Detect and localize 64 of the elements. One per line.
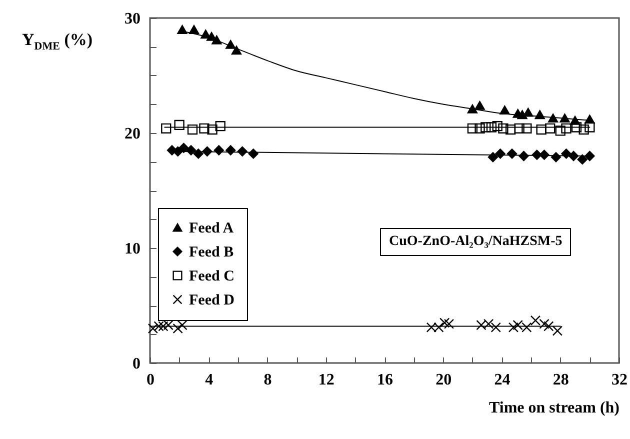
point <box>488 152 498 162</box>
point <box>571 122 582 132</box>
point <box>584 150 595 162</box>
point <box>161 123 172 134</box>
point <box>188 25 200 34</box>
point <box>578 124 589 135</box>
point <box>178 142 189 154</box>
point <box>492 121 502 132</box>
point <box>490 322 501 332</box>
point <box>212 35 222 44</box>
y-tick-label: 10 <box>124 240 140 258</box>
point <box>518 150 529 162</box>
point <box>215 121 226 132</box>
point <box>174 120 184 130</box>
legend-label: Feed B <box>189 244 234 260</box>
legend-label: Feed D <box>189 292 235 308</box>
y-tick-label: 20 <box>124 126 140 142</box>
point <box>444 318 454 329</box>
point <box>522 123 532 134</box>
point <box>555 126 566 136</box>
point <box>207 124 218 135</box>
point <box>508 322 519 332</box>
x-tick-label: 28 <box>552 372 569 388</box>
point <box>577 154 588 165</box>
point <box>467 104 478 114</box>
legend-label: Feed A <box>189 220 234 236</box>
point <box>231 46 242 55</box>
point <box>498 123 508 134</box>
x-tick-label: 8 <box>264 372 272 388</box>
x-tick-label: 12 <box>318 372 334 388</box>
x-tick-label: 4 <box>205 372 214 388</box>
x-tick-label: 0 <box>146 372 154 388</box>
annotation: CuO-ZnO-Al₂O₃/NaHZSM-5 <box>380 228 572 256</box>
x-axis-title: Time on stream (h) <box>488 400 620 416</box>
point <box>505 124 516 135</box>
x-tick-label: 16 <box>377 372 393 388</box>
point <box>545 123 556 134</box>
point <box>536 124 546 135</box>
point <box>560 114 570 123</box>
point <box>187 124 198 135</box>
point <box>486 122 497 132</box>
x-tick-label: 32 <box>612 372 628 388</box>
point <box>199 123 210 134</box>
point <box>506 148 518 159</box>
point <box>467 123 478 134</box>
point <box>530 315 541 326</box>
x-tick-label: 24 <box>494 372 510 388</box>
point <box>480 122 491 132</box>
point <box>523 108 534 117</box>
point <box>474 100 485 110</box>
x-tick-label: 20 <box>436 372 452 388</box>
point <box>474 123 485 134</box>
point <box>440 318 450 328</box>
point <box>514 123 524 134</box>
y-tick-label: 0 <box>132 356 140 372</box>
point <box>561 123 572 134</box>
point <box>548 114 558 123</box>
point <box>186 145 196 156</box>
legend-label: Feed C <box>189 268 234 284</box>
point <box>544 321 554 332</box>
point <box>584 122 595 132</box>
point <box>539 318 550 329</box>
y-tick-label: 30 <box>124 10 140 28</box>
y-axis-title: Y$_{DME}$ (%) <box>22 30 93 52</box>
